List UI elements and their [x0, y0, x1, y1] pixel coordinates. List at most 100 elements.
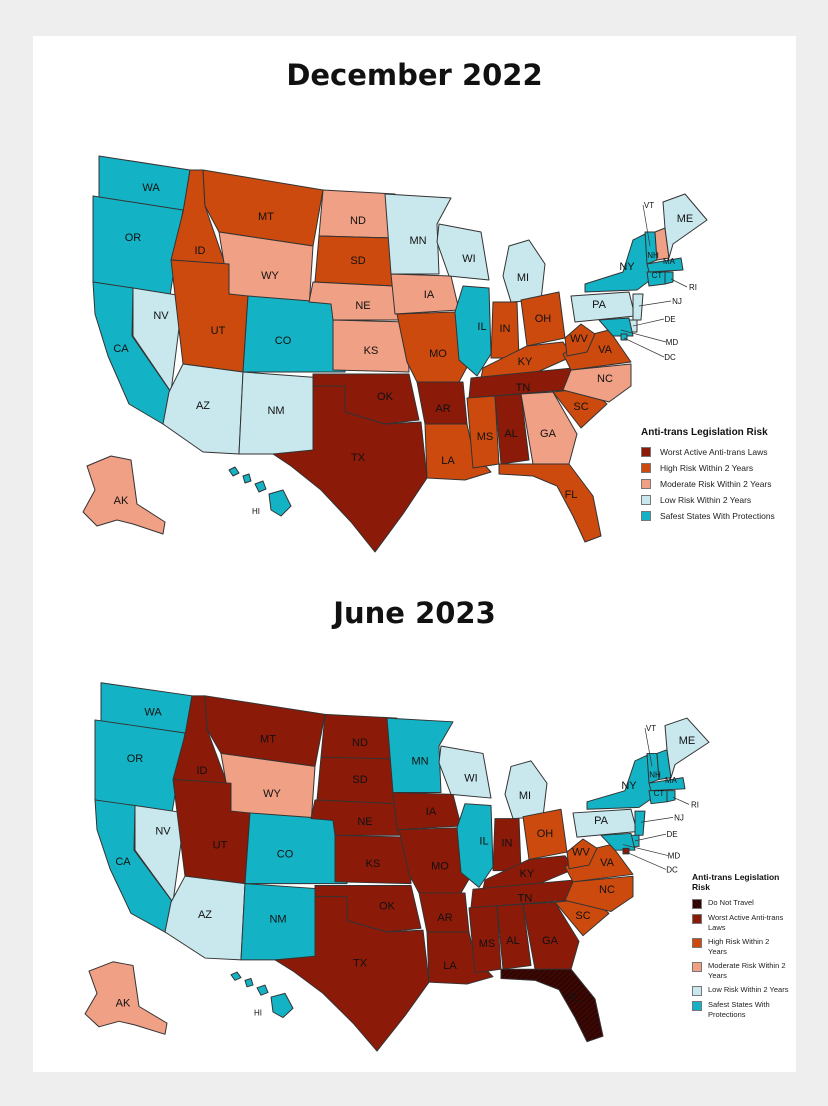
- us-map-june-2023: WA OR CA NV ID MT WY UT CO AZ NM ND SD NE KS OK TX MN IA MO…: [84, 682, 710, 1052]
- state-wv: [566, 838, 598, 870]
- state-label-tn: TN: [518, 892, 533, 904]
- state-md: [600, 832, 636, 851]
- state-label-ct: CT: [652, 271, 663, 280]
- state-wi: [438, 745, 492, 799]
- state-label-al: AL: [506, 935, 519, 947]
- legend-items: Do Not Travel Worst Active Anti-trans Law…: [692, 898, 796, 1020]
- state-label-ar: AR: [437, 912, 452, 924]
- state-me: [662, 193, 708, 259]
- legend-label-moderate: Moderate Risk Within 2 Years: [660, 479, 772, 489]
- state-label-fl: FL: [567, 992, 580, 1004]
- state-nc: [562, 363, 632, 403]
- state-label-wy: WY: [263, 788, 281, 800]
- legend-label-dnt: Do Not Travel: [708, 898, 754, 907]
- state-label-vt: VT: [646, 724, 656, 733]
- state-label-ms: MS: [479, 938, 496, 950]
- legend-swatch-safe: [641, 511, 651, 521]
- state-wv: [564, 323, 596, 357]
- state-label-ri: RI: [689, 283, 697, 292]
- legend-item-low: Low Risk Within 2 Years: [641, 494, 801, 506]
- legend-label-low: Low Risk Within 2 Years: [708, 985, 789, 994]
- state-label-ma: MA: [665, 776, 678, 785]
- state-or: [92, 195, 184, 297]
- map-title-december-2022: December 2022: [286, 58, 543, 92]
- state-label-ca: CA: [115, 856, 131, 868]
- state-label-ga: GA: [540, 428, 557, 440]
- state-label-mi: MI: [519, 790, 531, 802]
- state-label-mi: MI: [517, 272, 529, 284]
- state-label-la: LA: [443, 960, 457, 972]
- state-ks: [334, 834, 412, 885]
- state-label-nh: NH: [647, 251, 659, 260]
- state-label-tx: TX: [351, 452, 366, 464]
- legend-swatch-high: [692, 938, 702, 948]
- state-nc: [564, 875, 634, 913]
- state-label-ks: KS: [364, 345, 379, 357]
- state-label-sd: SD: [352, 774, 367, 786]
- state-label-md: MD: [668, 852, 681, 861]
- state-il: [456, 803, 494, 888]
- legend-label-safe: Safest States With Protections: [660, 511, 775, 521]
- state-label-ny: NY: [621, 780, 637, 792]
- state-label-wv: WV: [570, 333, 588, 345]
- state-label-ms: MS: [477, 431, 494, 443]
- state-label-nj: NJ: [672, 297, 682, 306]
- state-nj: [634, 810, 646, 836]
- state-hi: [230, 971, 294, 1019]
- state-label-ok: OK: [377, 391, 394, 403]
- state-label-vt: VT: [644, 201, 654, 210]
- state-label-sd: SD: [350, 255, 365, 267]
- state-label-me: ME: [677, 213, 694, 225]
- state-label-nd: ND: [352, 737, 368, 749]
- legend-swatch-worst: [641, 447, 651, 457]
- leader-line-nj: [638, 300, 672, 307]
- state-label-md: MD: [666, 338, 679, 347]
- leader-line-ri: [672, 796, 690, 805]
- state-label-az: AZ: [196, 400, 210, 412]
- legend-title: Anti-trans Legislation Risk: [692, 872, 780, 892]
- state-label-az: AZ: [198, 909, 212, 921]
- state-label-mn: MN: [411, 756, 428, 768]
- state-il: [454, 285, 492, 377]
- state-tx: [272, 385, 428, 553]
- state-label-de: DE: [664, 315, 675, 324]
- legend-items: Worst Active Anti-trans Laws High Risk Wi…: [641, 446, 801, 522]
- state-label-ne: NE: [355, 300, 370, 312]
- state-label-wy: WY: [261, 270, 279, 282]
- legend-item-low: Low Risk Within 2 Years: [692, 985, 796, 996]
- state-label-or: OR: [125, 232, 142, 244]
- state-mn: [386, 717, 454, 793]
- legend-swatch-low: [641, 495, 651, 505]
- state-wi: [436, 223, 490, 281]
- state-label-pa: PA: [594, 815, 609, 827]
- legend-label-worst: Worst Active Anti-trans Laws: [660, 447, 768, 457]
- state-label-dc: DC: [666, 865, 678, 874]
- state-ks: [332, 319, 410, 373]
- legend-item-moderate: Moderate Risk Within 2 Years: [692, 961, 796, 981]
- legend-label-worst: Worst Active Anti-trans Laws: [708, 913, 784, 932]
- leader-line-ri: [670, 278, 688, 288]
- state-label-co: CO: [275, 335, 292, 347]
- state-label-tx: TX: [353, 957, 368, 969]
- state-label-ut: UT: [213, 839, 228, 851]
- comparison-card: December 2022 WA OR CA NV ID MT WY UT CO AZ NM ND SD…: [33, 36, 796, 1072]
- state-ma: [648, 777, 686, 792]
- state-label-nh: NH: [649, 771, 661, 780]
- map-title-june-2023: June 2023: [333, 596, 496, 630]
- state-hi: [228, 466, 292, 517]
- leader-line-md: [622, 844, 669, 856]
- state-label-ct: CT: [654, 789, 665, 798]
- state-label-dc: DC: [664, 353, 676, 362]
- state-label-tn: TN: [516, 382, 531, 394]
- legend-title: Anti-trans Legislation Risk: [641, 427, 768, 438]
- legend-item-high: High Risk Within 2 Years: [692, 937, 796, 957]
- leader-line-md: [620, 329, 667, 343]
- legend-swatch-moderate: [692, 962, 702, 972]
- state-label-ok: OK: [379, 901, 396, 913]
- state-label-ia: IA: [426, 806, 437, 818]
- state-label-nm: NM: [269, 914, 286, 926]
- state-ak: [84, 961, 168, 1035]
- legend-december-2022: Anti-trans Legislation Risk Worst Active…: [641, 427, 801, 526]
- state-ga: [522, 901, 580, 970]
- state-label-ca: CA: [113, 343, 129, 355]
